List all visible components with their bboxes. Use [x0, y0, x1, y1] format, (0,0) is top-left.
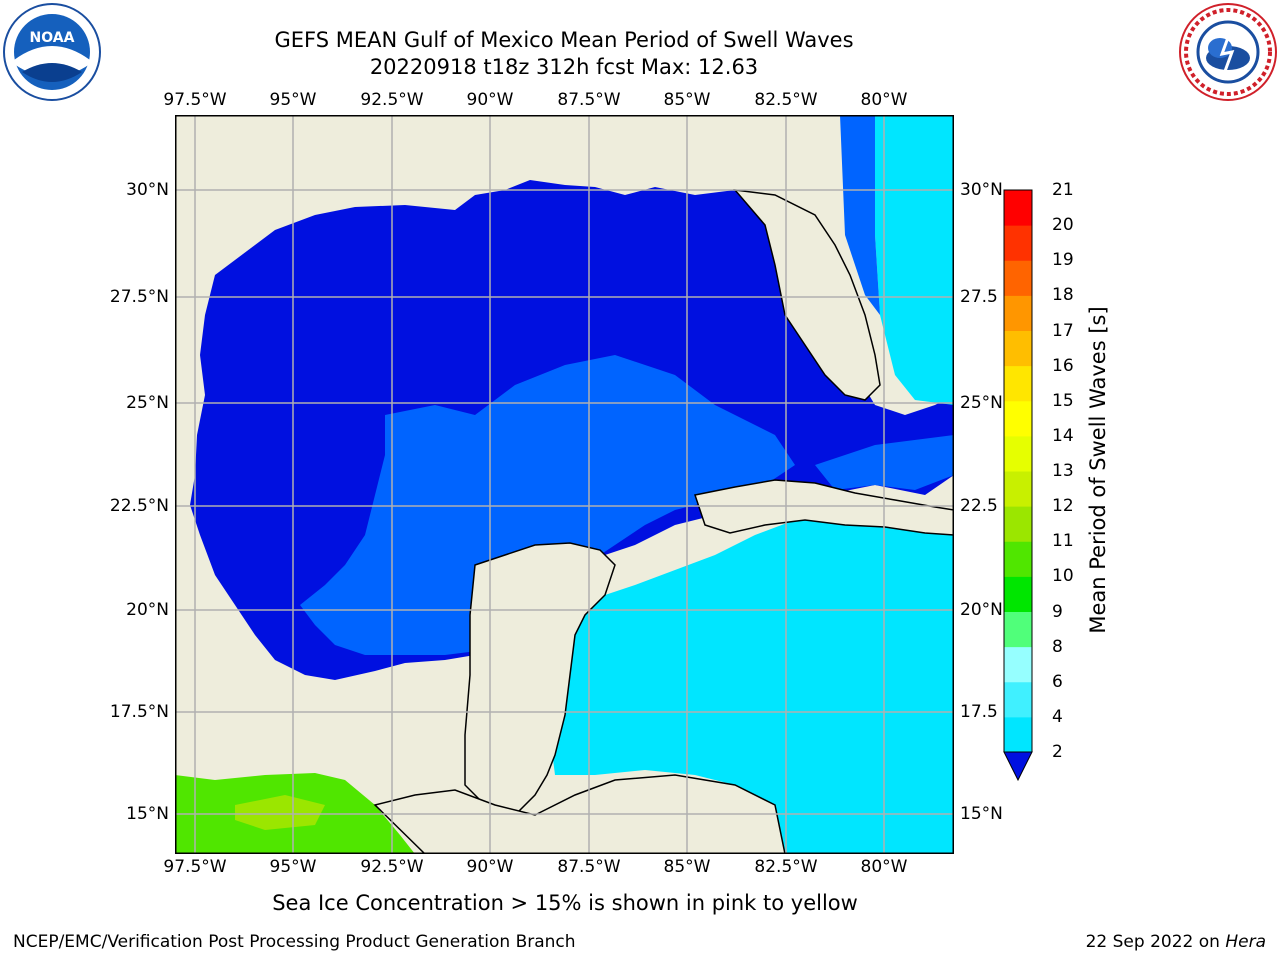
- lon-tick-bottom: 97.5°W: [163, 857, 227, 877]
- colorbar-tick-label: 2: [1052, 742, 1063, 762]
- colorbar-segment: [1004, 435, 1032, 472]
- colorbar-segment: [1004, 365, 1032, 402]
- colorbar-segment: [1004, 681, 1032, 718]
- lon-tick-top: 80°W: [860, 90, 908, 110]
- footer-host: Hera: [1225, 932, 1266, 952]
- colorbar-tick-label: 12: [1052, 496, 1074, 517]
- lat-tick-right: 30°N: [960, 180, 1003, 200]
- noaa-logo-text: NOAA: [30, 30, 75, 46]
- colorbar-tick-label: 16: [1052, 355, 1074, 376]
- colorbar-ticks: 2 4 6 8 9 10 11 12 13 14 15 16 17 18 19 20 21: [1052, 0, 1112, 960]
- lat-tick-left: 22.5°N: [109, 496, 169, 516]
- colorbar-segment: [1004, 295, 1032, 331]
- lon-tick-bottom: 95°W: [269, 857, 317, 877]
- lat-tick-right: 22.5: [960, 496, 998, 516]
- colorbar-tick-label: 17: [1052, 320, 1074, 341]
- colorbar-segment: [1004, 190, 1032, 226]
- caribbean-water: [550, 510, 954, 854]
- lon-tick-bottom: 85°W: [663, 857, 711, 877]
- noaa-logo-icon: NOAA: [2, 2, 102, 102]
- map-grid: [175, 115, 954, 854]
- lat-tick-right: 17.5: [960, 702, 998, 722]
- colorbar-segment: [1004, 330, 1032, 367]
- atlantic-water: [875, 115, 954, 405]
- lon-tick-top: 97.5°W: [163, 90, 227, 110]
- lat-tick-left: 27.5°N: [109, 287, 169, 307]
- lat-tick-left: 17.5°N: [109, 702, 169, 722]
- nws-logo-icon: [1178, 2, 1278, 102]
- lon-tick-top: 82.5°W: [754, 90, 818, 110]
- colorbar-extend: [1003, 751, 1033, 782]
- colorbar-segment: [1004, 541, 1032, 577]
- colorbar-tick-label: 8: [1052, 636, 1063, 657]
- lon-tick-bottom: 87.5°W: [557, 857, 621, 877]
- map-svg: [175, 115, 955, 855]
- yucatan-land: [464, 542, 616, 816]
- colorbar-segment: [1004, 471, 1032, 507]
- lat-tick-right: 27.5: [960, 287, 998, 307]
- colorbar-segment: [1004, 611, 1032, 648]
- lon-tick-top: 95°W: [269, 90, 317, 110]
- map-frame: [175, 115, 954, 854]
- lat-tick-left: 20°N: [126, 600, 169, 620]
- colorbar-tick-label: 19: [1052, 250, 1074, 271]
- colorbar-segment: [1004, 506, 1032, 542]
- colorbar-tick-label: 4: [1052, 706, 1063, 727]
- mid-period-region: [300, 355, 795, 655]
- colorbar-label: Mean Period of Swell Waves [s]: [1086, 306, 1110, 634]
- colorbar-tick-label: 10: [1052, 566, 1074, 587]
- colorbar-frame: [1003, 189, 1033, 753]
- lon-tick-bottom: 80°W: [860, 857, 908, 877]
- colorbar-tick-label: 13: [1052, 461, 1074, 481]
- atlantic-deep: [840, 115, 880, 315]
- lat-tick-left: 30°N: [126, 180, 169, 200]
- footer-right: 22 Sep 2022 on Hera: [1086, 932, 1266, 952]
- colorbar-tick-label: 21: [1052, 180, 1074, 200]
- colorbar-tick-label: 14: [1052, 425, 1074, 446]
- lon-tick-top: 90°W: [466, 90, 514, 110]
- colorbar: [1000, 185, 1040, 785]
- footer-date: 22 Sep 2022 on: [1085, 932, 1220, 952]
- lon-tick-bottom: 90°W: [466, 857, 514, 877]
- colorbar-segment: [1004, 716, 1032, 753]
- florida-land: [733, 189, 881, 401]
- colorbar-tick-label: 20: [1052, 215, 1074, 236]
- colorbar-tick-label: 11: [1052, 531, 1074, 552]
- pacific-high: [235, 795, 325, 830]
- lat-tick-right: 25°N: [960, 393, 1003, 413]
- lat-tick-left: 25°N: [126, 393, 169, 413]
- lat-tick-right: 15°N: [960, 804, 1003, 824]
- colorbar-tick-label: 18: [1052, 285, 1074, 306]
- footer-left: NCEP/EMC/Verification Post Processing Pr…: [13, 932, 576, 952]
- colorbar-segment: [1004, 576, 1032, 612]
- colorbar-svg: [1003, 189, 1033, 782]
- colorbar-segment: [1004, 646, 1032, 683]
- sea-ice-note: Sea Ice Concentration > 15% is shown in …: [272, 891, 858, 915]
- chart-subtitle: 20220918 t18z 312h fcst Max: 12.63: [369, 55, 759, 79]
- lat-tick-right: 20°N: [960, 600, 1003, 620]
- lon-tick-top: 85°W: [663, 90, 711, 110]
- chart-title: GEFS MEAN Gulf of Mexico Mean Period of …: [274, 28, 854, 52]
- colorbar-tick-label: 6: [1052, 671, 1063, 692]
- colorbar-tick-label: 15: [1052, 390, 1074, 411]
- lon-tick-top: 92.5°W: [360, 90, 424, 110]
- lon-tick-bottom: 82.5°W: [754, 857, 818, 877]
- lat-tick-left: 15°N: [126, 804, 169, 824]
- colorbar-segment: [1004, 400, 1032, 437]
- colorbar-segment: [1004, 225, 1032, 261]
- lon-tick-top: 87.5°W: [557, 90, 621, 110]
- colorbar-tick-label: 9: [1052, 601, 1063, 622]
- map-plot: [175, 115, 955, 855]
- lon-tick-bottom: 92.5°W: [360, 857, 424, 877]
- colorbar-segment: [1004, 260, 1032, 296]
